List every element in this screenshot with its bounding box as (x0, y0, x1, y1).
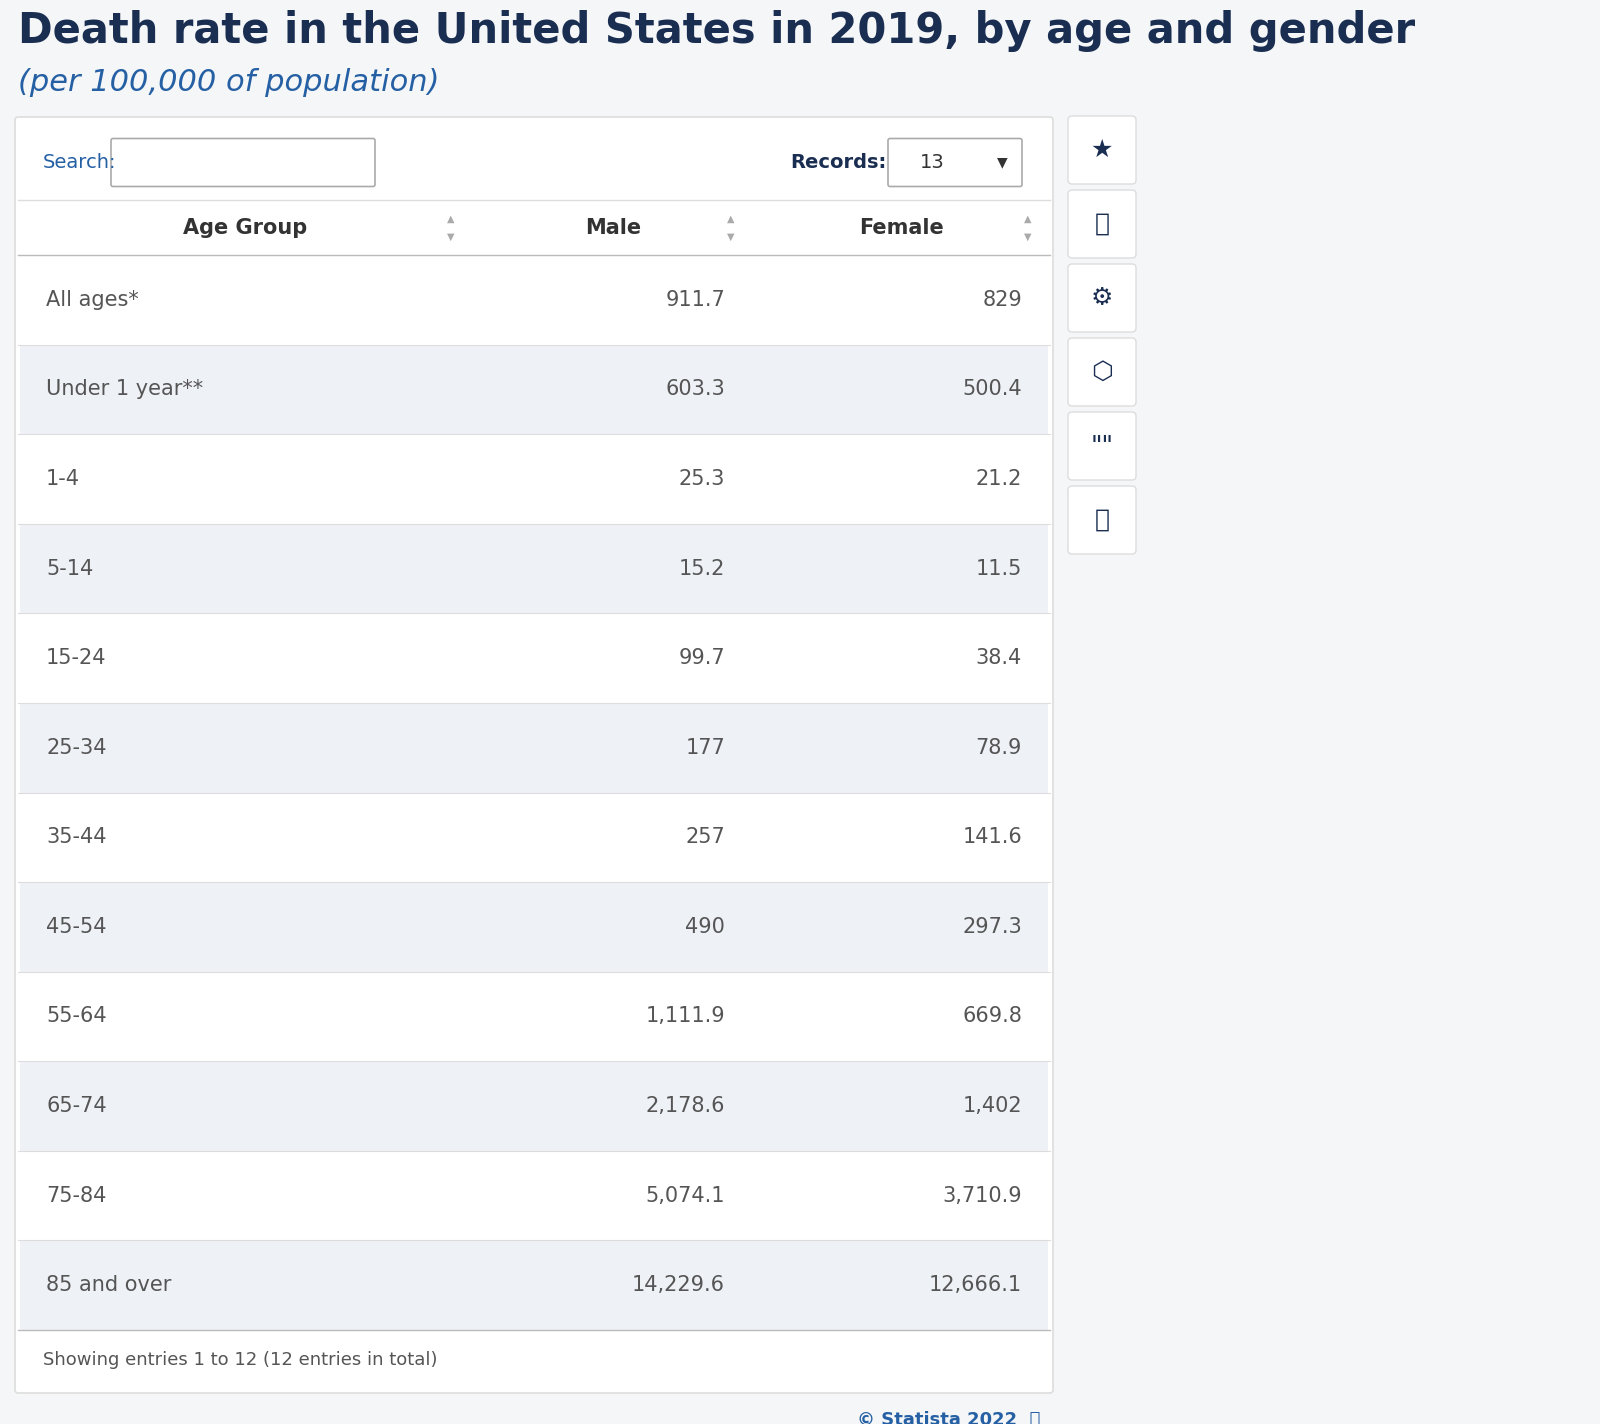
Text: 85 and over: 85 and over (46, 1276, 171, 1296)
Bar (19, 703, 1048, 793)
Text: ⎙: ⎙ (1094, 508, 1109, 533)
Text: 21.2: 21.2 (976, 468, 1022, 488)
Bar (19, 881, 1048, 971)
Text: 55-64: 55-64 (46, 1007, 107, 1027)
Bar (19, 524, 1048, 614)
FancyBboxPatch shape (1069, 115, 1136, 184)
Text: ★: ★ (1091, 138, 1114, 162)
Text: Age Group: Age Group (184, 218, 307, 238)
FancyBboxPatch shape (1069, 189, 1136, 258)
Text: 141.6: 141.6 (962, 827, 1022, 847)
Text: ▲: ▲ (1024, 214, 1032, 224)
Text: ⚙: ⚙ (1091, 286, 1114, 310)
FancyBboxPatch shape (1069, 263, 1136, 332)
FancyBboxPatch shape (1069, 412, 1136, 480)
Text: 1,111.9: 1,111.9 (645, 1007, 725, 1027)
Bar (19, 1061, 1048, 1151)
Text: 15-24: 15-24 (46, 648, 107, 668)
Text: ▼: ▼ (997, 155, 1008, 169)
Text: 257: 257 (685, 827, 725, 847)
Bar (19, 345, 1048, 434)
Text: 38.4: 38.4 (976, 648, 1022, 668)
Text: 12,666.1: 12,666.1 (930, 1276, 1022, 1296)
Text: ▼: ▼ (728, 232, 734, 242)
Text: 177: 177 (685, 738, 725, 758)
Text: 35-44: 35-44 (46, 827, 107, 847)
Text: 603.3: 603.3 (666, 379, 725, 399)
Text: 490: 490 (685, 917, 725, 937)
FancyBboxPatch shape (14, 117, 1053, 1393)
Text: Search:: Search: (43, 152, 117, 172)
Bar (19, 1240, 1048, 1330)
Text: Male: Male (586, 218, 642, 238)
Text: ⬡: ⬡ (1091, 360, 1114, 384)
Text: ▼: ▼ (448, 232, 454, 242)
Text: ▲: ▲ (448, 214, 454, 224)
Text: 65-74: 65-74 (46, 1096, 107, 1116)
FancyBboxPatch shape (110, 138, 374, 187)
Text: 🔔: 🔔 (1094, 212, 1109, 236)
Text: 669.8: 669.8 (962, 1007, 1022, 1027)
FancyBboxPatch shape (888, 138, 1022, 187)
FancyBboxPatch shape (1069, 486, 1136, 554)
Text: 911.7: 911.7 (666, 290, 725, 310)
Text: 15.2: 15.2 (678, 558, 725, 578)
Text: 500.4: 500.4 (962, 379, 1022, 399)
Text: © Statista 2022  🏴: © Statista 2022 🏴 (856, 1411, 1040, 1424)
Text: 45-54: 45-54 (46, 917, 107, 937)
Text: 99.7: 99.7 (678, 648, 725, 668)
FancyBboxPatch shape (1069, 337, 1136, 406)
Text: All ages*: All ages* (46, 290, 139, 310)
Text: ▼: ▼ (1024, 232, 1032, 242)
Text: Death rate in the United States in 2019, by age and gender: Death rate in the United States in 2019,… (18, 10, 1414, 53)
Text: "": "" (1091, 434, 1114, 459)
Text: (per 100,000 of population): (per 100,000 of population) (18, 68, 440, 97)
Text: Female: Female (859, 218, 944, 238)
Text: 25-34: 25-34 (46, 738, 107, 758)
Text: ▲: ▲ (728, 214, 734, 224)
Text: 2,178.6: 2,178.6 (645, 1096, 725, 1116)
Text: 13: 13 (920, 152, 944, 172)
Text: 5-14: 5-14 (46, 558, 93, 578)
Text: 25.3: 25.3 (678, 468, 725, 488)
Text: 1,402: 1,402 (962, 1096, 1022, 1116)
Text: 78.9: 78.9 (976, 738, 1022, 758)
Text: 14,229.6: 14,229.6 (632, 1276, 725, 1296)
Text: 297.3: 297.3 (962, 917, 1022, 937)
Text: Records:: Records: (790, 152, 886, 172)
Text: Under 1 year**: Under 1 year** (46, 379, 203, 399)
Text: 75-84: 75-84 (46, 1186, 106, 1206)
Text: 1-4: 1-4 (46, 468, 80, 488)
Text: Showing entries 1 to 12 (12 entries in total): Showing entries 1 to 12 (12 entries in t… (43, 1351, 437, 1368)
Text: 5,074.1: 5,074.1 (645, 1186, 725, 1206)
Text: 3,710.9: 3,710.9 (942, 1186, 1022, 1206)
Text: 829: 829 (982, 290, 1022, 310)
Text: 11.5: 11.5 (976, 558, 1022, 578)
